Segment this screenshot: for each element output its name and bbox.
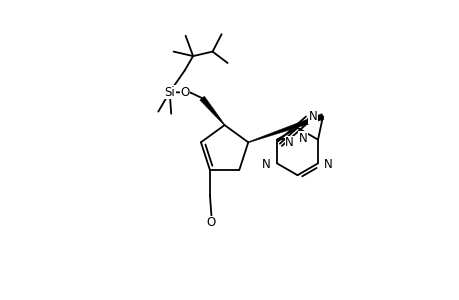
Text: O: O [207,216,216,229]
Polygon shape [199,96,224,125]
Text: N: N [298,132,307,145]
Text: N: N [285,136,293,149]
Text: Si: Si [164,85,175,99]
Text: N: N [262,158,270,171]
Polygon shape [247,114,323,143]
Text: O: O [180,86,190,99]
Text: N: N [323,158,331,171]
Text: N: N [308,110,317,123]
